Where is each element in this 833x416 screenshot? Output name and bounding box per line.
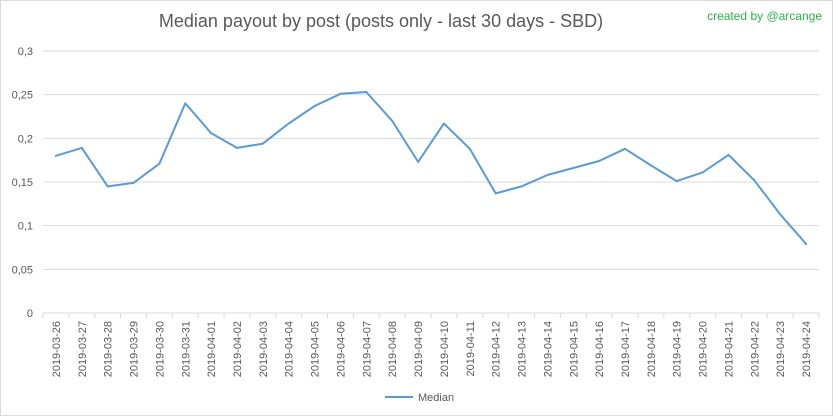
y-tick-label: 0,15 (12, 177, 33, 189)
legend-label-median: Median (418, 392, 454, 404)
data-point (442, 122, 445, 125)
x-tick-label: 2019-04-06 (335, 321, 347, 377)
data-point (520, 185, 523, 188)
x-tick-label: 2019-04-01 (206, 321, 218, 377)
x-tick-label: 2019-04-22 (749, 321, 761, 377)
data-point (779, 213, 782, 216)
y-tick-label: 0,2 (18, 133, 33, 145)
x-tick-label: 2019-03-29 (129, 321, 141, 377)
x-tick-label: 2019-04-03 (258, 321, 270, 377)
x-tick-label: 2019-04-16 (594, 321, 606, 377)
data-point (236, 146, 238, 149)
data-point (365, 91, 368, 94)
y-tick-label: 0,25 (12, 90, 33, 102)
x-tick-label: 2019-03-27 (77, 321, 89, 377)
x-tick-label: 2019-04-05 (310, 321, 322, 377)
chart-title: Median payout by post (posts only - last… (158, 11, 604, 31)
x-tick-label: 2019-04-18 (646, 321, 658, 377)
x-tick-label: 2019-04-17 (620, 321, 632, 377)
data-point (391, 119, 394, 122)
data-point (572, 167, 575, 170)
x-tick-label: 2019-04-15 (568, 321, 580, 377)
data-point (753, 179, 756, 182)
data-point (158, 162, 161, 165)
x-tick-label: 2019-03-30 (154, 321, 166, 377)
y-tick-label: 0 (27, 308, 33, 320)
x-tick-label: 2019-04-11 (465, 321, 477, 376)
y-tick-label: 0,3 (18, 46, 33, 58)
x-tick-label: 2019-04-20 (698, 321, 710, 377)
data-point (313, 105, 316, 108)
x-tick-label: 2019-04-13 (517, 321, 529, 377)
data-point (184, 102, 187, 105)
x-tick-label: 2019-03-31 (180, 321, 192, 377)
data-point (649, 164, 652, 167)
x-tick-label: 2019-04-07 (361, 321, 373, 377)
data-point (624, 147, 626, 150)
data-point (132, 181, 135, 184)
data-point (287, 122, 290, 125)
x-tick-label: 2019-04-02 (232, 321, 244, 377)
data-point (546, 174, 549, 177)
series-line-median (54, 91, 808, 245)
x-tick-label: 2019-04-08 (387, 321, 399, 377)
data-point (805, 243, 808, 246)
y-tick-label: 0,1 (18, 221, 33, 233)
data-point (598, 160, 601, 163)
data-point (468, 147, 471, 150)
x-tick-label: 2019-04-24 (801, 321, 813, 377)
x-tick-label: 2019-04-12 (491, 321, 503, 377)
x-tick-label: 2019-04-21 (723, 321, 735, 377)
x-tick-label: 2019-04-19 (672, 321, 684, 377)
y-tick-label: 0,05 (12, 264, 33, 276)
data-point (339, 92, 342, 95)
data-point (80, 146, 83, 149)
data-point (106, 185, 109, 188)
data-point (54, 154, 57, 157)
x-tick-label: 2019-04-10 (439, 321, 451, 377)
data-point (494, 192, 497, 195)
data-point (261, 142, 264, 145)
x-tick-label: 2019-04-09 (413, 321, 425, 377)
x-tick-label: 2019-03-28 (103, 321, 115, 377)
data-point (417, 160, 420, 163)
data-point (675, 180, 678, 183)
data-point (727, 153, 730, 156)
x-tick-label: 2019-03-26 (51, 321, 63, 377)
credit-label: created by @arcange (707, 9, 822, 23)
x-tick-label: 2019-04-23 (775, 321, 787, 377)
x-tick-label: 2019-04-14 (542, 321, 554, 377)
data-point (701, 171, 704, 174)
x-tick-label: 2019-04-04 (284, 321, 296, 377)
data-point (210, 132, 213, 135)
